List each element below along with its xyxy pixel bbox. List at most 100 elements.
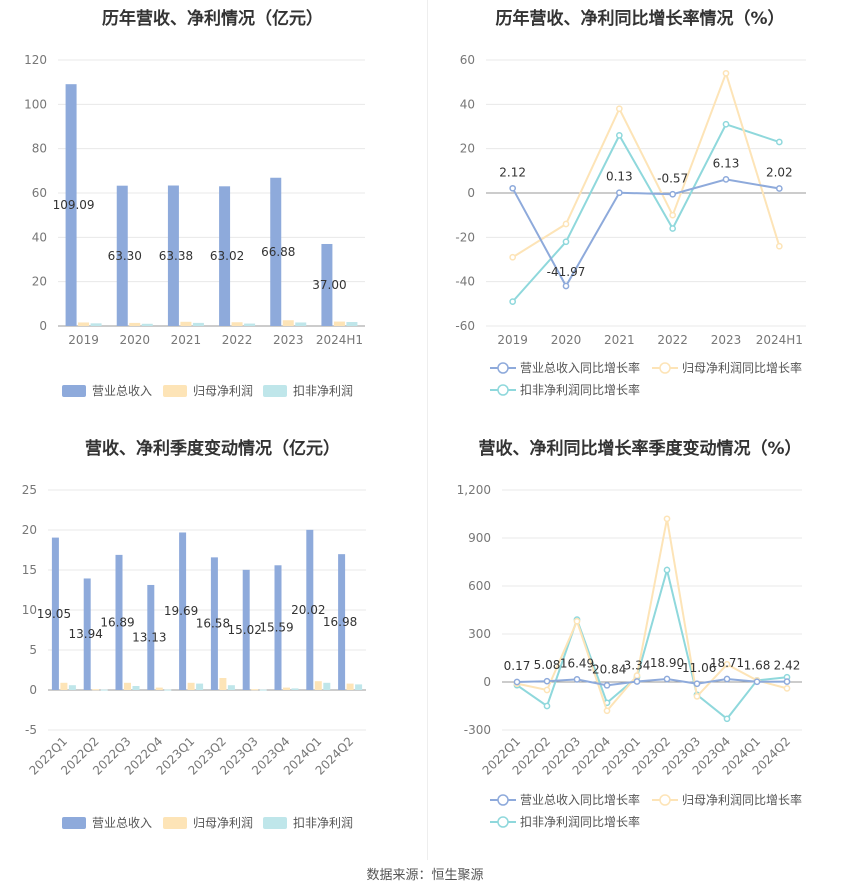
y-tick-label: 900 — [468, 531, 491, 545]
chart-title: 历年营收、净利情况（亿元） — [102, 9, 323, 29]
series-point-0-1 — [562, 282, 570, 290]
bar-value-label: 19.69 — [164, 604, 198, 618]
bar-1-3 — [155, 687, 163, 690]
y-tick-label: 20 — [460, 142, 475, 156]
y-tick-label: 40 — [460, 97, 475, 111]
legend-label: 扣非净利润 — [293, 384, 353, 398]
series-point-2-1 — [562, 238, 570, 246]
series-point-1-6 — [693, 693, 701, 700]
legend-label: 扣非净利润同比增长率 — [520, 382, 640, 397]
legend-swatch — [163, 385, 187, 397]
series-point-1-4 — [633, 672, 641, 679]
series-point-2-5 — [775, 138, 783, 146]
y-tick-label: 120 — [24, 53, 47, 67]
x-tick-label: 2024H1 — [316, 333, 363, 347]
bar-2-5 — [227, 685, 235, 690]
line-value-label: -11.06 — [678, 661, 717, 675]
bar-1-1 — [129, 322, 141, 326]
x-tick-label: 2022 — [657, 333, 688, 347]
legend-swatch — [263, 385, 287, 397]
bar-0-0 — [51, 537, 59, 690]
x-tick-label: 2021 — [604, 333, 635, 347]
bar-value-label: 37.00 — [312, 278, 346, 292]
legend-swatch — [163, 817, 187, 829]
bar-1-2 — [180, 321, 192, 326]
legend-marker — [659, 794, 671, 806]
series-point-1-0 — [509, 253, 517, 261]
bar-2-7 — [291, 688, 299, 690]
bar-value-label: 16.58 — [196, 617, 230, 631]
bar-0-3 — [147, 584, 155, 690]
line-value-label: 18.90 — [650, 656, 684, 670]
annual-growth-panel: 历年营收、净利同比增长率情况（%） -60 -40 -20 0 20 40 60 2019 20… — [430, 0, 850, 410]
bar-value-label: 20.02 — [291, 603, 325, 617]
series-point-2-3 — [669, 225, 677, 232]
series-point-0-5 — [775, 185, 783, 192]
y-tick-label: 60 — [32, 186, 47, 200]
bar-1-6 — [251, 689, 259, 691]
line-value-label: 6.13 — [713, 156, 740, 170]
y-tick-label: 1,200 — [457, 483, 491, 497]
line-value-label: 2.42 — [774, 659, 801, 673]
bar-0-2 — [167, 185, 179, 326]
line-value-label: -41.97 — [547, 265, 586, 279]
bar-1-1 — [92, 689, 100, 691]
bar-2-4 — [295, 322, 307, 326]
legend-label: 归母净利润 — [193, 384, 253, 398]
series-point-1-2 — [615, 105, 623, 113]
bar-1-5 — [333, 321, 345, 326]
annual-bar-chart: 0 20 40 60 80 100 120 2019 2020 2021 2022 2023 2024H… — [24, 53, 365, 398]
series-point-1-9 — [783, 685, 791, 692]
bar-2-8 — [323, 682, 331, 690]
series-point-0-0 — [513, 678, 521, 686]
y-tick-label: 5 — [29, 643, 37, 657]
bar-0-9 — [338, 554, 346, 690]
series-point-0-2 — [573, 676, 581, 683]
bar-2-1 — [100, 689, 108, 691]
bar-0-0 — [65, 84, 77, 326]
bar-1-4 — [282, 320, 294, 326]
chart-title: 营收、净利季度变动情况（亿元） — [85, 439, 340, 459]
annual-line-chart: -60 -40 -20 0 20 40 60 2019 2020 2021 2022 2023 2024… — [455, 53, 806, 397]
series-point-0-2 — [615, 189, 623, 197]
line-value-label: 3.34 — [624, 658, 651, 672]
quarterly-growth-panel: 营收、净利同比增长率季度变动情况（%） -300 0 300 600 900 1,200 2… — [430, 430, 850, 860]
y-tick-label: 0 — [483, 675, 491, 689]
bar-0-2 — [115, 554, 123, 690]
legend-marker — [497, 816, 509, 828]
legend-label: 归母净利润同比增长率 — [682, 792, 802, 807]
bar-2-9 — [355, 684, 363, 690]
bar-1-8 — [314, 681, 322, 690]
legend-label: 归母净利润同比增长率 — [682, 360, 802, 375]
x-tick-label: 2019 — [497, 333, 528, 347]
x-tick-label: 2023 — [273, 333, 304, 347]
x-tick-label: 2024H1 — [756, 333, 803, 347]
series-point-1-2 — [573, 617, 581, 625]
series-line-1 — [516, 518, 788, 713]
series-point-2-2 — [615, 132, 623, 139]
bar-2-1 — [141, 323, 153, 326]
y-tick-label: -20 — [455, 230, 475, 244]
panel-divider — [427, 0, 428, 860]
bar-1-0 — [60, 682, 68, 690]
y-tick-label: 0 — [39, 319, 47, 333]
series-line-0 — [511, 178, 780, 289]
chart-title: 营收、净利同比增长率季度变动情况（%） — [478, 439, 802, 459]
bar-1-2 — [124, 682, 131, 690]
bar-0-1 — [83, 578, 91, 690]
x-tick-label: 2021 — [171, 333, 202, 347]
bar-2-0 — [68, 685, 76, 690]
line-value-label: 0.17 — [504, 659, 531, 673]
series-point-2-4 — [722, 120, 730, 128]
legend-label: 营业总收入 — [92, 384, 152, 398]
series-point-2-5 — [663, 566, 671, 574]
bar-value-label: 63.38 — [159, 249, 193, 263]
legend-label: 营业总收入同比增长率 — [520, 792, 640, 807]
series-point-1-4 — [722, 69, 730, 77]
bar-0-5 — [321, 243, 333, 326]
bar-value-label: 19.05 — [37, 607, 71, 621]
quarterly-revenue-profit-panel: 营收、净利季度变动情况（亿元） -5 0 5 10 15 20 25 2022Q1 2022Q2… — [0, 430, 425, 860]
series-point-0-3 — [669, 190, 677, 198]
bar-0-7 — [274, 565, 282, 690]
y-tick-label: 0 — [467, 186, 475, 200]
